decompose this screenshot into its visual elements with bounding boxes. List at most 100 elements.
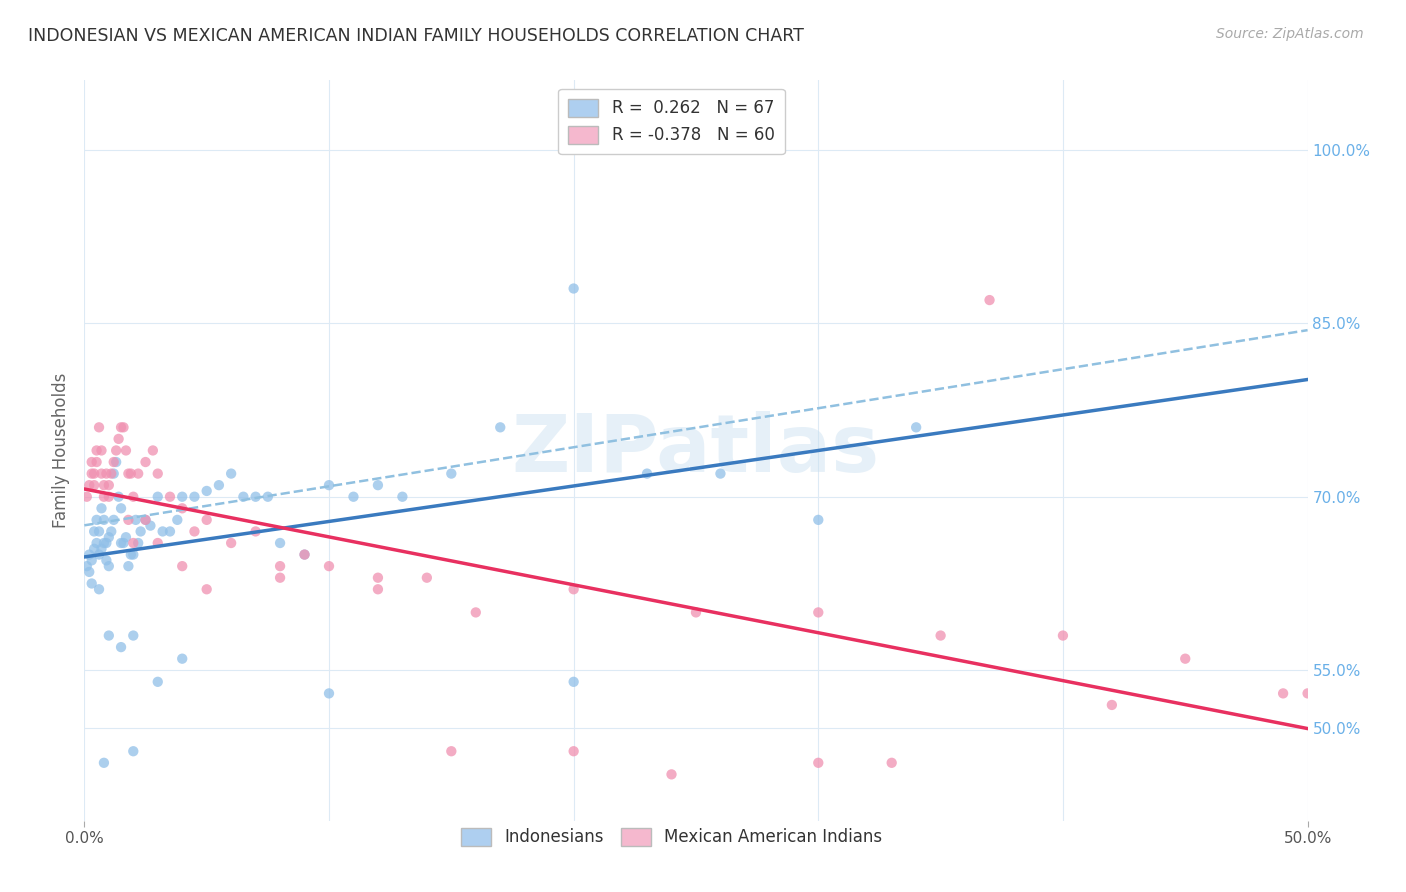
Point (219, 536, 242, 550)
Point (115, 530, 138, 544)
Point (367, 571, 389, 585)
Point (172, 651, 194, 665)
Point (269, 571, 291, 585)
Point (1052, 629, 1074, 643)
Point (112, 420, 135, 434)
Point (562, 744, 585, 758)
Point (83, 478, 105, 492)
Point (117, 467, 139, 481)
Text: ZIPatlas: ZIPatlas (512, 411, 880, 490)
Point (122, 744, 145, 758)
Point (86, 455, 108, 469)
Point (146, 674, 169, 689)
Point (880, 756, 903, 770)
Point (97, 478, 120, 492)
Point (979, 293, 1001, 307)
Point (245, 524, 267, 539)
Point (807, 606, 830, 620)
Point (97, 490, 120, 504)
Point (172, 501, 194, 516)
Y-axis label: Family Households: Family Households (52, 373, 70, 528)
Point (122, 490, 145, 504)
Point (93, 536, 115, 550)
Point (90, 443, 112, 458)
Point (115, 443, 138, 458)
Point (96, 553, 118, 567)
Point (110, 420, 132, 434)
Point (245, 490, 267, 504)
Point (636, 467, 658, 481)
Point (80, 455, 103, 469)
Point (100, 467, 122, 481)
Point (416, 571, 439, 585)
Point (76, 559, 98, 574)
Point (183, 524, 205, 539)
Point (905, 420, 928, 434)
Point (93, 756, 115, 770)
Point (195, 513, 218, 527)
Point (562, 582, 585, 597)
Point (139, 518, 162, 533)
Point (464, 606, 486, 620)
Point (97, 559, 120, 574)
Point (929, 629, 952, 643)
Point (96, 536, 118, 550)
Point (269, 536, 291, 550)
Point (318, 478, 340, 492)
Point (87, 582, 110, 597)
Point (135, 513, 157, 527)
Point (159, 524, 181, 539)
Point (122, 536, 145, 550)
Point (294, 548, 316, 562)
Point (318, 686, 340, 700)
Point (232, 490, 254, 504)
Point (146, 536, 169, 550)
Point (685, 606, 707, 620)
Point (86, 443, 108, 458)
Point (142, 443, 165, 458)
Point (269, 559, 291, 574)
Point (1101, 698, 1123, 712)
Point (342, 490, 364, 504)
Point (135, 455, 157, 469)
Point (208, 478, 231, 492)
Point (159, 490, 181, 504)
Point (97, 530, 120, 544)
Point (219, 467, 242, 481)
Point (120, 467, 142, 481)
Text: INDONESIAN VS MEXICAN AMERICAN INDIAN FAMILY HOUSEHOLDS CORRELATION CHART: INDONESIAN VS MEXICAN AMERICAN INDIAN FA… (28, 27, 804, 45)
Point (127, 467, 149, 481)
Text: Source: ZipAtlas.com: Source: ZipAtlas.com (1216, 27, 1364, 41)
Point (87, 420, 110, 434)
Point (709, 467, 731, 481)
Point (367, 478, 389, 492)
Point (87, 548, 110, 562)
Point (77, 478, 100, 492)
Point (90, 501, 112, 516)
Point (195, 582, 218, 597)
Point (166, 513, 188, 527)
Point (122, 548, 145, 562)
Point (107, 432, 129, 446)
Point (90, 467, 112, 481)
Point (135, 513, 157, 527)
Point (93, 490, 115, 504)
Point (93, 478, 115, 492)
Point (129, 524, 152, 539)
Point (112, 536, 135, 550)
Point (661, 767, 683, 781)
Point (117, 559, 139, 574)
Point (440, 744, 463, 758)
Point (1296, 686, 1319, 700)
Point (105, 455, 128, 469)
Point (103, 467, 125, 481)
Point (1174, 651, 1197, 665)
Point (110, 501, 132, 516)
Point (93, 513, 115, 527)
Point (562, 281, 585, 295)
Point (391, 490, 413, 504)
Point (257, 490, 280, 504)
Point (146, 467, 169, 481)
Point (807, 513, 830, 527)
Point (489, 420, 512, 434)
